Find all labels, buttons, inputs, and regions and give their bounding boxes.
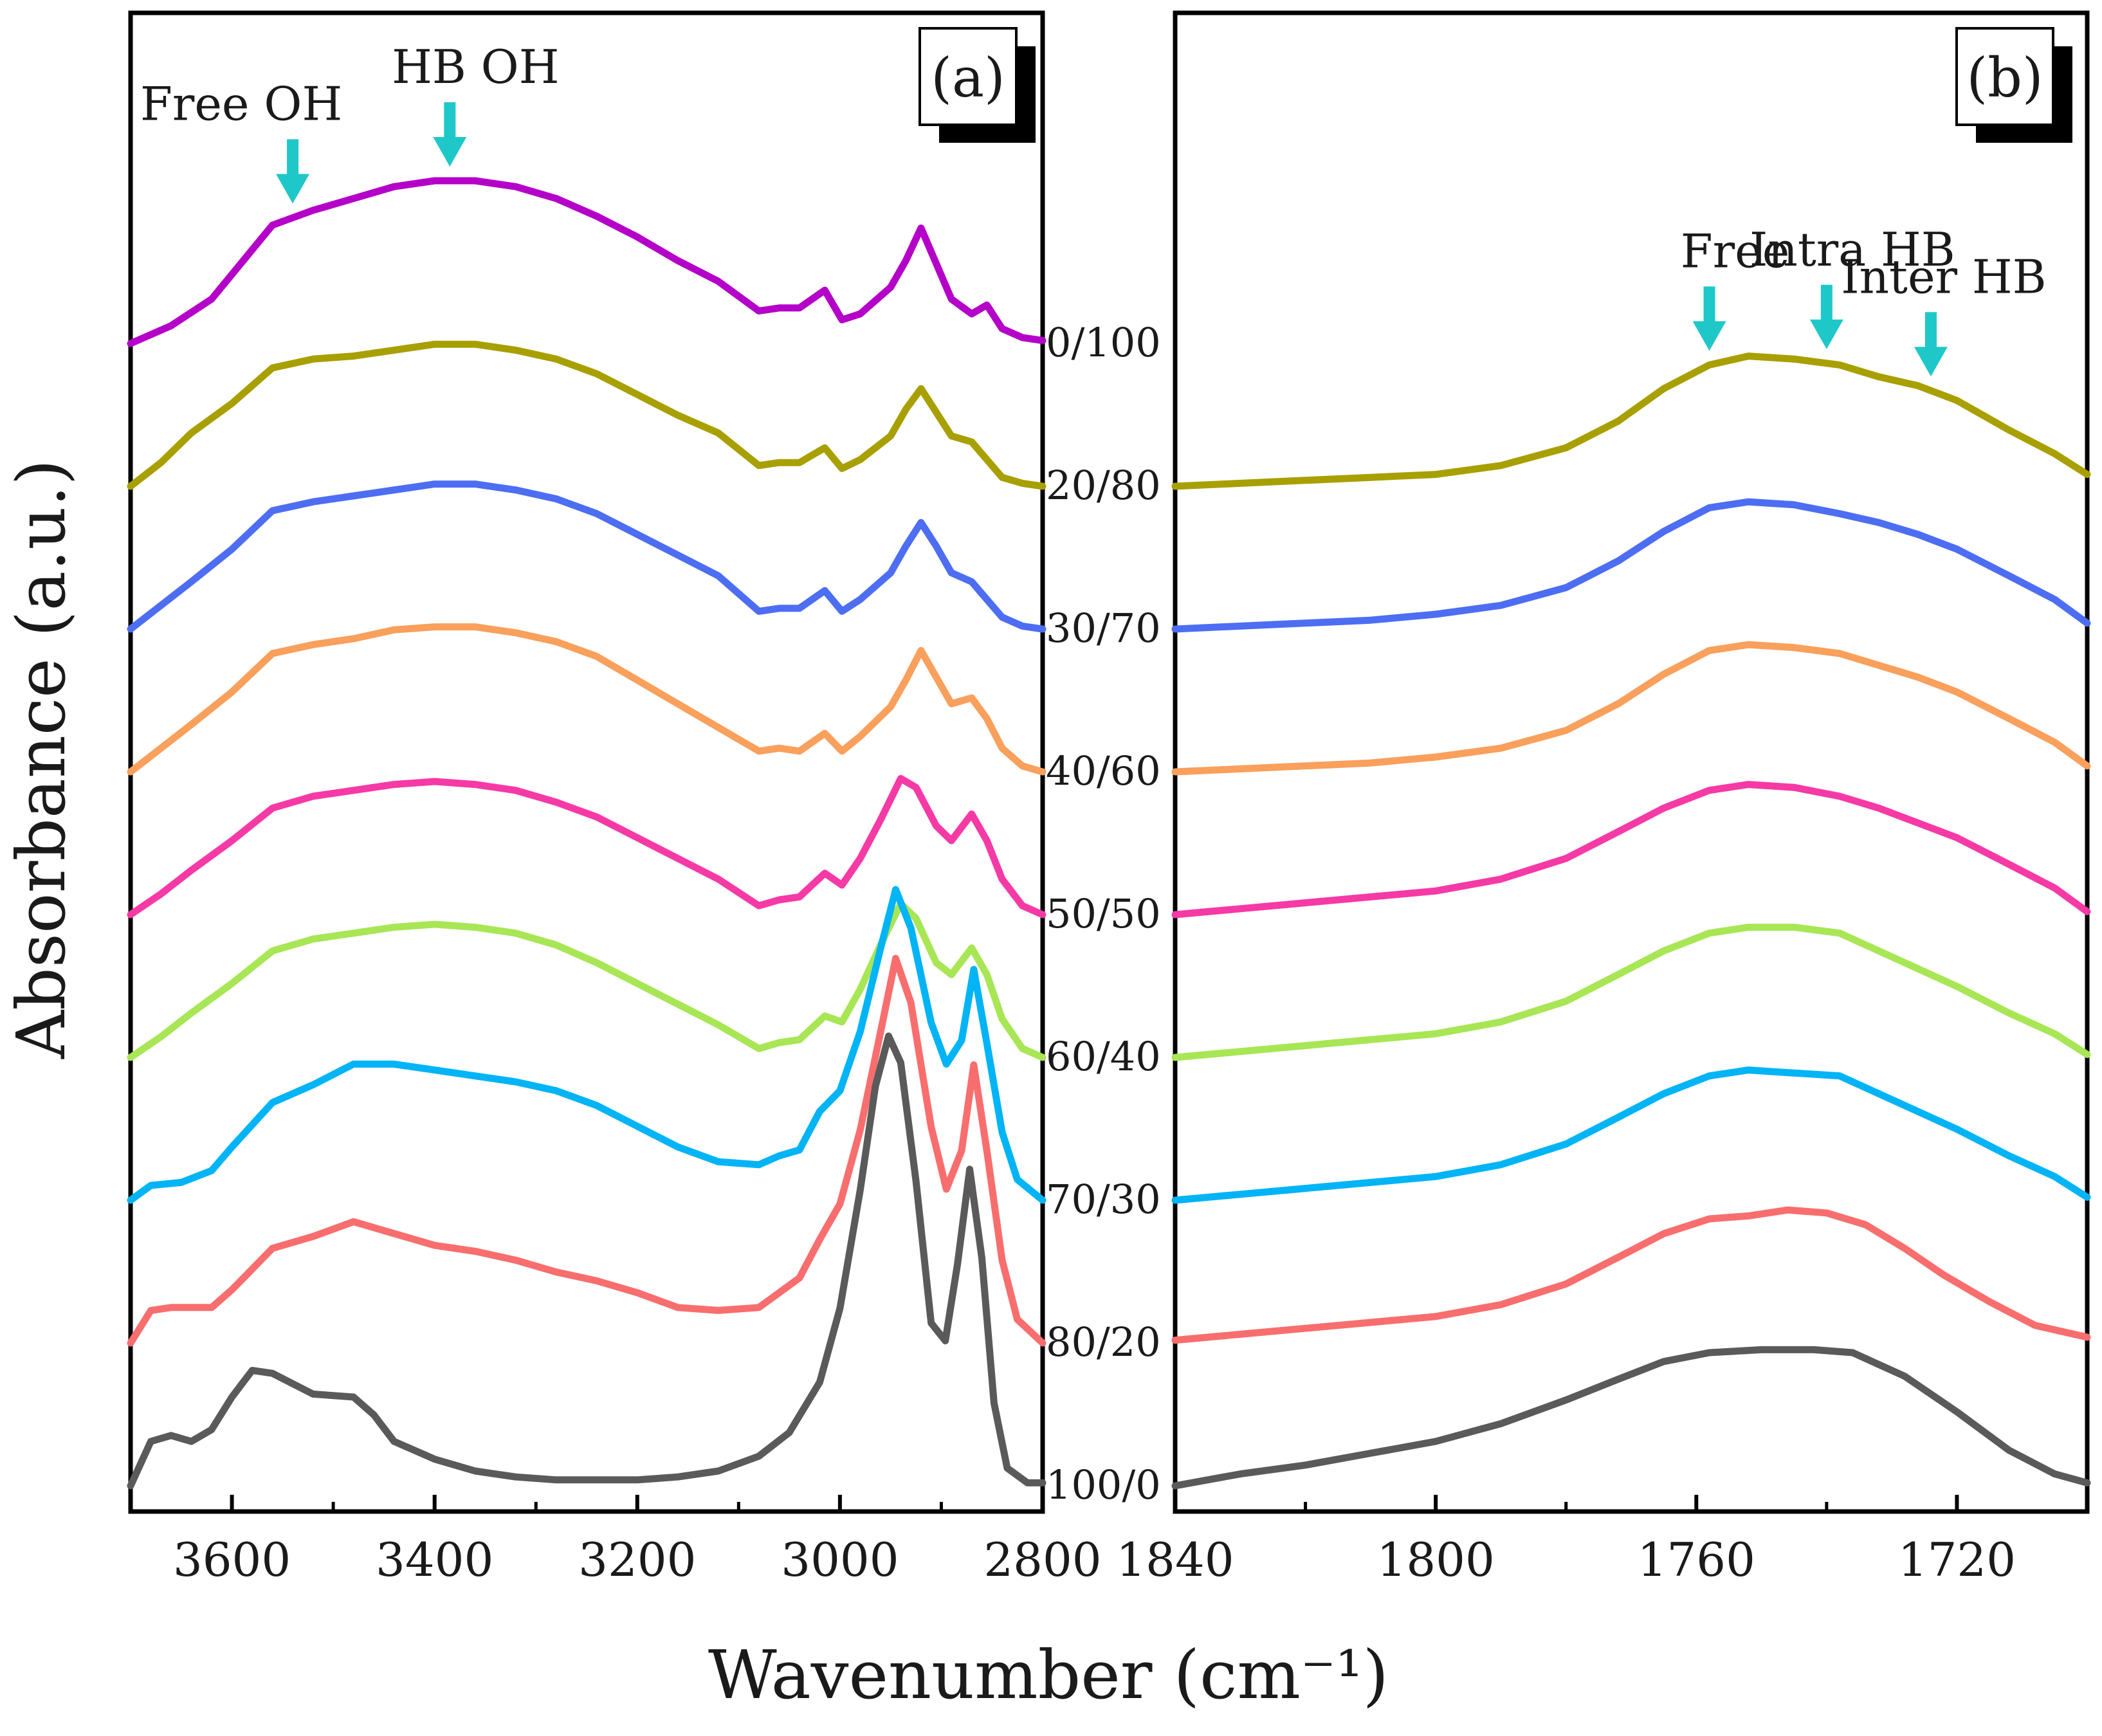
series-line-50-50 (127, 774, 1046, 918)
series-line-30-70 (127, 480, 1046, 633)
annotation-label: Free (1681, 224, 1790, 278)
series-label: 0/100 (1046, 319, 1161, 366)
annotation-arrow: Inter HB (1841, 250, 2047, 377)
series-line-100-0 (127, 1032, 1046, 1490)
series-line-0-100 (127, 177, 1046, 347)
arrow-icon (1914, 312, 1948, 377)
x-tick-label: 1760 (1638, 1533, 1755, 1587)
x-axis-title: Wavenumber (cm⁻¹) (708, 1636, 1389, 1714)
annotation-arrow: Free (1681, 224, 1790, 351)
x-tick-label: 1800 (1377, 1533, 1495, 1587)
series-line-70-30 (127, 886, 1046, 1204)
x-tick-label: 3000 (781, 1533, 899, 1587)
x-tick-label: 3600 (173, 1533, 291, 1587)
annotation-label: HB OH (392, 40, 559, 94)
annotation-label: Inter HB (1841, 250, 2046, 304)
series-line-40-60 (127, 623, 1046, 776)
panel-a-x-ticks: 3600 3400 3200 3000 2800 (129, 1495, 1102, 1587)
panel-a-tag-box (918, 27, 1018, 126)
series-line-70-30 (1171, 1066, 2091, 1204)
arrow-icon (433, 102, 467, 167)
series-line-30-70 (1171, 498, 2091, 633)
annotation-arrow: Free OH (140, 77, 342, 204)
series-line-60-40 (1171, 924, 2091, 1061)
arrow-icon (1692, 286, 1726, 351)
panel-a-annotations: Free OH HB OH (140, 40, 560, 204)
panel-b-x-ticks: 1840 1800 1760 1720 (1116, 1495, 2089, 1587)
series-line-80-20 (1171, 1206, 2091, 1344)
series-label: 40/60 (1046, 747, 1161, 794)
series-label: 100/0 (1046, 1461, 1161, 1508)
panel-a-series-labels: 0/100 20/80 30/70 40/60 50/50 60/40 70/30 80/20… (1046, 319, 1161, 1508)
annotation-arrow: HB OH (392, 40, 560, 167)
y-axis-title: Absorbance (a.u.) (2, 459, 80, 1059)
series-line-100-0 (1171, 1346, 2091, 1490)
x-tick-label: 3400 (376, 1533, 493, 1587)
series-label: 50/50 (1046, 890, 1161, 937)
x-tick-label: 1840 (1116, 1533, 1234, 1587)
annotation-label: Intra HB (1750, 223, 1955, 277)
annotation-label: Free OH (140, 77, 342, 131)
panel-a-series (127, 177, 1046, 1490)
panel-a: (a) 3600 3400 3200 3000 2800 Free OH HB OH 0/… (127, 10, 1161, 1587)
annotation-arrow: Intra HB (1750, 223, 1955, 349)
arrow-icon (1809, 284, 1843, 349)
x-tick-label: 3200 (578, 1533, 696, 1587)
series-label: 70/30 (1046, 1176, 1161, 1223)
series-line-20-80 (1171, 352, 2091, 490)
series-label: 20/80 (1046, 462, 1161, 509)
panel-b-label: (b) (1966, 46, 2043, 109)
series-line-80-20 (127, 955, 1046, 1347)
series-line-40-60 (1171, 641, 2091, 776)
series-line-20-80 (127, 340, 1046, 490)
series-line-60-40 (127, 900, 1046, 1061)
arrow-icon (276, 139, 310, 204)
series-label: 80/20 (1046, 1319, 1161, 1366)
series-label: 30/70 (1046, 605, 1161, 652)
x-tick-label: 2800 (983, 1533, 1101, 1587)
series-label: 60/40 (1046, 1033, 1161, 1080)
panel-b-series (1171, 352, 2091, 1490)
panel-b-tag-box (1955, 27, 2054, 126)
x-tick-label: 1720 (1898, 1533, 2016, 1587)
panel-a-label: (a) (931, 46, 1005, 109)
panel-a-frame (128, 10, 1045, 1514)
series-line-50-50 (1171, 781, 2091, 918)
